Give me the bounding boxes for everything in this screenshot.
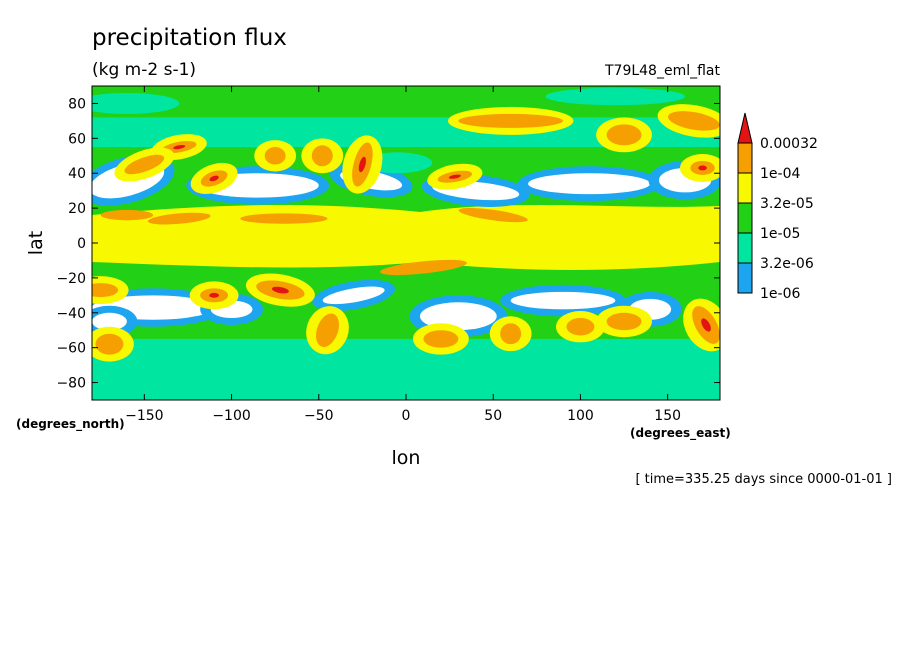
run-label: T79L48_eml_flat <box>604 63 721 79</box>
y-tick-label: 60 <box>68 131 86 147</box>
field-patch <box>458 113 563 128</box>
field-patch <box>240 213 328 224</box>
field-patch <box>124 154 165 175</box>
field-patch <box>173 144 186 150</box>
chart-title: precipitation flux <box>92 25 287 51</box>
x-tick-label: −150 <box>125 408 163 424</box>
field-patch <box>545 87 686 106</box>
field-patch <box>448 174 461 179</box>
field-patch <box>100 209 154 221</box>
field-patch <box>510 291 616 310</box>
colorbar-legend: 0.00032 1e-04 3.2e-05 1e-05 3.2e-06 1e-06 <box>737 112 818 302</box>
field-patch <box>358 156 366 173</box>
field-patch <box>500 323 522 345</box>
colorbar-label: 1e-04 <box>760 166 800 182</box>
colorbar-label: 1e-05 <box>760 226 800 242</box>
y-tick-label: 80 <box>68 96 86 112</box>
y-tick-label: 0 <box>77 236 86 252</box>
field-patch <box>209 175 219 182</box>
field-contours <box>92 87 720 400</box>
field-patch <box>606 124 642 146</box>
colorbar-overflow-arrow <box>737 112 753 144</box>
field-patch <box>95 333 124 355</box>
field-patch <box>701 318 711 332</box>
y-tick-label: −60 <box>56 341 86 357</box>
colorbar-label: 1e-06 <box>760 286 800 302</box>
x-tick-label: −100 <box>212 408 250 424</box>
x-tick-label: 150 <box>654 408 681 424</box>
field-patch <box>209 292 219 298</box>
x-tick-label: −50 <box>304 408 334 424</box>
y-tick-label: −40 <box>56 306 86 322</box>
colorbar-label: 0.00032 <box>760 136 818 152</box>
plot-area <box>92 86 720 400</box>
field-patch <box>271 286 289 294</box>
field-patch <box>380 259 467 276</box>
x-tick-label: 100 <box>567 408 594 424</box>
x-units-label: (degrees_east) <box>630 426 731 441</box>
field-patch <box>698 165 707 171</box>
x-tick-label: 50 <box>484 408 502 424</box>
colorbar-swatch <box>737 262 753 294</box>
field-patch <box>315 313 340 348</box>
field-patch <box>92 312 127 331</box>
colorbar-swatch <box>737 142 753 174</box>
field-patch <box>528 173 651 195</box>
field-patch <box>311 145 333 167</box>
y-axis-ticks: −80 −60 −40 −20 0 20 40 60 80 <box>56 96 720 392</box>
y-axis-label: lat <box>25 231 47 255</box>
colorbar-label: 3.2e-06 <box>760 256 814 272</box>
field-patch <box>419 302 497 331</box>
field-patch <box>147 212 211 225</box>
field-patch <box>606 312 642 331</box>
colorbar-label: 3.2e-05 <box>760 196 814 212</box>
chart-units: (kg m-2 s-1) <box>92 60 196 80</box>
field-patch <box>423 330 459 348</box>
field-patch <box>264 147 286 165</box>
field-patch <box>458 207 528 223</box>
colorbar-swatch <box>737 232 753 264</box>
y-units-label: (degrees_north) <box>16 417 125 432</box>
field-patch <box>92 92 180 114</box>
x-tick-label: 0 <box>402 408 411 424</box>
field-band <box>92 338 720 400</box>
field-patch <box>566 318 595 336</box>
time-label: [ time=335.25 days since 0000-01-01 ] <box>635 472 892 487</box>
y-tick-label: −20 <box>56 271 86 287</box>
field-patch <box>668 111 720 131</box>
x-axis-label: lon <box>392 447 421 469</box>
field-patch <box>92 283 119 298</box>
field-patch <box>322 286 385 305</box>
y-tick-label: 40 <box>68 166 86 182</box>
x-axis-ticks: −150 −100 −50 0 50 100 150 <box>125 86 681 424</box>
y-tick-label: 20 <box>68 201 86 217</box>
colorbar-swatch <box>737 172 753 204</box>
colorbar-swatch <box>737 202 753 234</box>
y-tick-label: −80 <box>56 376 86 392</box>
